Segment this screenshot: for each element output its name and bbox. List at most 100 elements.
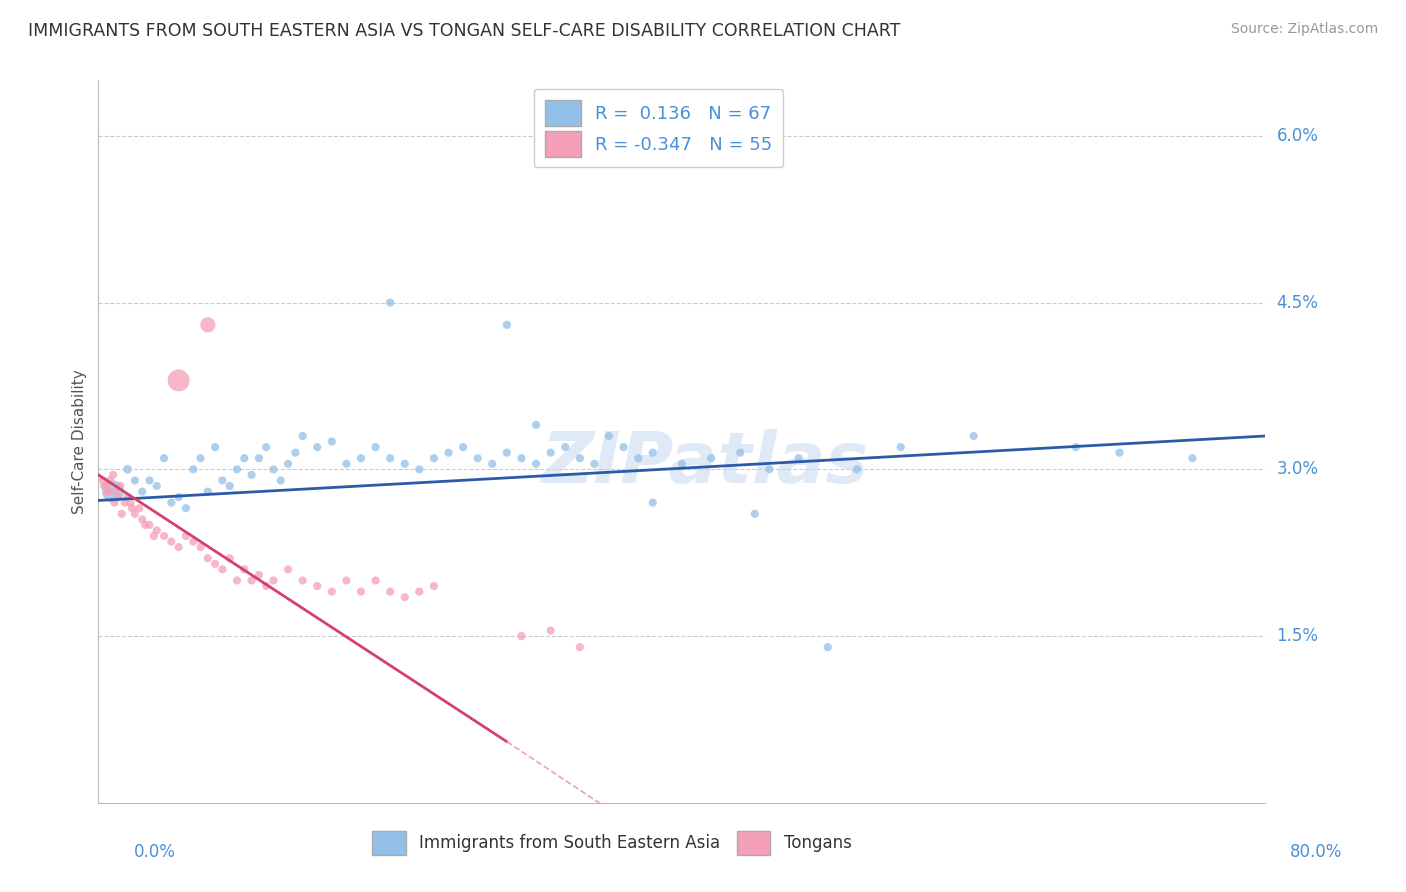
Point: [104, 484, 127, 499]
Point: [111, 507, 134, 521]
Point: [146, 479, 169, 493]
Point: [890, 440, 912, 454]
Point: [437, 445, 460, 459]
Point: [110, 479, 132, 493]
Text: 6.0%: 6.0%: [1277, 127, 1319, 145]
Point: [291, 429, 314, 443]
Point: [190, 451, 212, 466]
Point: [284, 445, 307, 459]
Point: [167, 373, 190, 387]
Point: [846, 462, 869, 476]
Point: [364, 440, 387, 454]
Point: [131, 512, 153, 526]
Point: [240, 574, 263, 588]
Point: [105, 490, 128, 504]
Text: 0.0%: 0.0%: [134, 843, 176, 861]
Point: [598, 429, 620, 443]
Point: [247, 451, 270, 466]
Point: [380, 451, 402, 466]
Point: [321, 434, 343, 449]
Point: [197, 318, 219, 332]
Point: [270, 474, 292, 488]
Point: [641, 496, 664, 510]
Point: [700, 451, 723, 466]
Point: [153, 451, 176, 466]
Point: [117, 490, 139, 504]
Point: [641, 445, 664, 459]
Point: [120, 496, 142, 510]
Point: [496, 318, 519, 332]
Point: [181, 534, 204, 549]
Point: [467, 451, 489, 466]
Point: [496, 445, 519, 459]
Point: [510, 451, 533, 466]
Point: [568, 640, 591, 655]
Point: [233, 451, 256, 466]
Point: [160, 534, 183, 549]
Point: [263, 574, 285, 588]
Point: [101, 484, 124, 499]
Point: [233, 562, 256, 576]
Point: [758, 462, 780, 476]
Point: [423, 579, 446, 593]
Point: [291, 574, 314, 588]
Point: [247, 568, 270, 582]
Point: [240, 467, 263, 482]
Point: [364, 574, 387, 588]
Point: [218, 479, 240, 493]
Point: [335, 457, 357, 471]
Point: [254, 440, 277, 454]
Point: [510, 629, 533, 643]
Point: [524, 457, 547, 471]
Point: [1064, 440, 1087, 454]
Point: [394, 457, 416, 471]
Point: [121, 501, 143, 516]
Text: ZIPatlas: ZIPatlas: [541, 429, 869, 498]
Point: [277, 562, 299, 576]
Point: [190, 540, 212, 554]
Point: [408, 584, 430, 599]
Point: [554, 440, 576, 454]
Point: [204, 440, 226, 454]
Point: [744, 507, 766, 521]
Point: [1108, 445, 1130, 459]
Y-axis label: Self-Care Disability: Self-Care Disability: [72, 369, 87, 514]
Point: [671, 457, 693, 471]
Point: [114, 496, 136, 510]
Point: [142, 529, 165, 543]
Point: [94, 479, 117, 493]
Point: [218, 551, 240, 566]
Text: 1.5%: 1.5%: [1277, 627, 1319, 645]
Point: [93, 479, 115, 493]
Point: [146, 524, 169, 538]
Point: [211, 474, 233, 488]
Point: [138, 517, 160, 532]
Point: [167, 490, 190, 504]
Point: [226, 462, 249, 476]
Point: [226, 574, 249, 588]
Point: [211, 562, 233, 576]
Point: [128, 501, 150, 516]
Point: [131, 484, 153, 499]
Point: [97, 484, 120, 499]
Point: [101, 467, 124, 482]
Point: [197, 551, 219, 566]
Point: [174, 501, 197, 516]
Text: 80.0%: 80.0%: [1291, 843, 1343, 861]
Point: [138, 474, 160, 488]
Point: [307, 440, 329, 454]
Point: [627, 451, 650, 466]
Point: [730, 445, 752, 459]
Point: [583, 457, 606, 471]
Text: 4.5%: 4.5%: [1277, 293, 1319, 311]
Point: [124, 507, 146, 521]
Point: [380, 295, 402, 310]
Legend: Immigrants from South Eastern Asia, Tongans: Immigrants from South Eastern Asia, Tong…: [364, 822, 859, 863]
Point: [96, 484, 118, 499]
Text: 3.0%: 3.0%: [1277, 460, 1319, 478]
Point: [787, 451, 810, 466]
Point: [408, 462, 430, 476]
Point: [817, 640, 839, 655]
Point: [1181, 451, 1204, 466]
Text: Source: ZipAtlas.com: Source: ZipAtlas.com: [1230, 22, 1378, 37]
